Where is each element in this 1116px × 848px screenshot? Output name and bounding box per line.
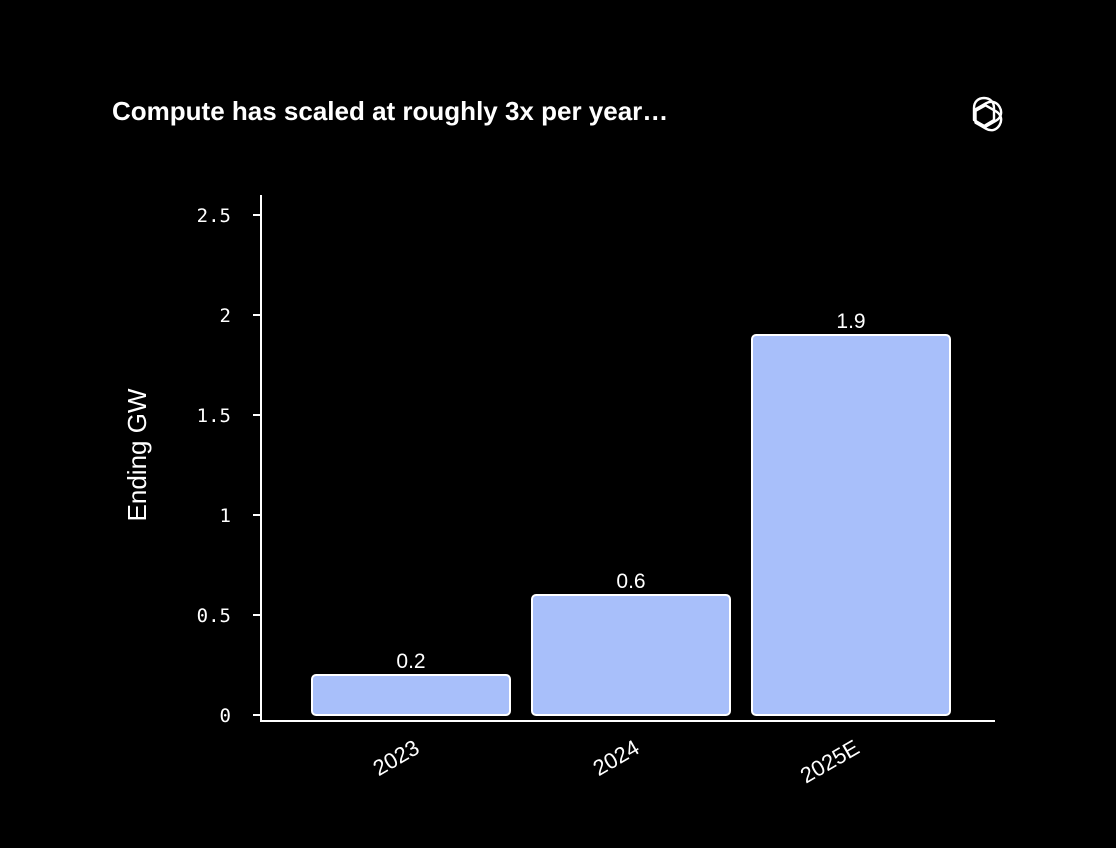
data-labels: 0.2 0.6 1.9: [396, 310, 865, 673]
x-axis: 2023 2024 2025E: [260, 720, 995, 788]
data-label-2025E: 1.9: [836, 310, 865, 333]
y-tick-label: 2: [220, 305, 231, 327]
bar-2025E: [751, 334, 951, 716]
y-axis: 0 0.5 1 1.5 2 2.5: [197, 195, 262, 727]
bar-2023: [311, 674, 511, 716]
data-label-2023: 0.2: [396, 650, 425, 673]
data-label-2024: 0.6: [616, 570, 645, 593]
y-tick-label: 2.5: [197, 205, 231, 227]
y-tick-label: 0.5: [197, 605, 231, 627]
y-axis-label: Ending GW: [122, 388, 152, 521]
x-tick-label-2025E: 2025E: [796, 735, 864, 788]
openai-logo-icon: [972, 96, 1003, 132]
x-tick-label-2023: 2023: [369, 735, 424, 781]
y-tick-label: 0: [220, 705, 231, 727]
y-tick-label: 1: [220, 505, 231, 527]
x-tick-label-2024: 2024: [589, 735, 644, 781]
chart-title: Compute has scaled at roughly 3x per yea…: [112, 96, 669, 126]
bar-2024: [531, 594, 731, 716]
y-tick-label: 1.5: [197, 405, 231, 427]
bars: [311, 334, 951, 716]
